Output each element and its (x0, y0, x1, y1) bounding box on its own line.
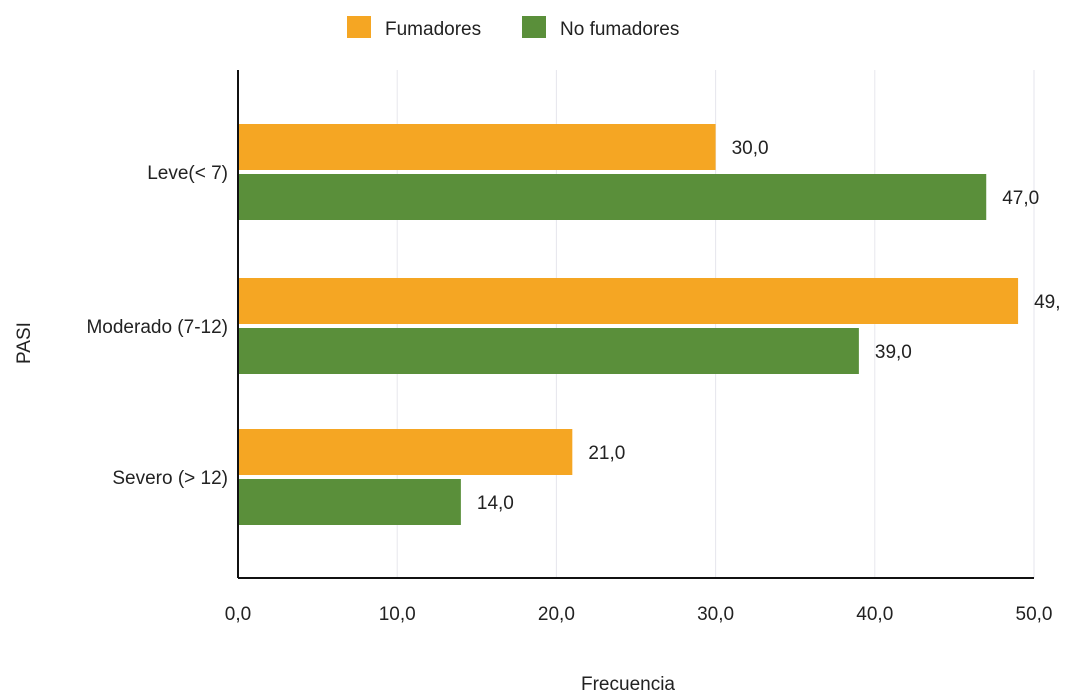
data-label: 14,0 (477, 493, 514, 514)
data-label: 47,0 (1002, 188, 1039, 209)
x-tick-label: 30,0 (697, 604, 734, 625)
category-label: Moderado (7-12) (86, 317, 228, 338)
category-label: Severo (> 12) (112, 468, 228, 489)
bar (238, 174, 987, 220)
category-label: Leve(< 7) (147, 163, 228, 184)
bar (238, 328, 859, 374)
legend-swatch (347, 16, 371, 38)
data-label: 21,0 (588, 443, 625, 464)
x-tick-label: 40,0 (856, 604, 893, 625)
x-axis-title: Frecuencia (581, 674, 675, 695)
bar (238, 278, 1019, 324)
bar (238, 479, 461, 525)
data-label: 30,0 (732, 138, 769, 159)
bar (238, 124, 716, 170)
bar (238, 429, 573, 475)
x-tick-label: 20,0 (538, 604, 575, 625)
x-tick-label: 50,0 (1016, 604, 1053, 625)
y-axis-title: PASI (14, 322, 35, 364)
data-label: 49, (1034, 292, 1060, 313)
legend-label: Fumadores (385, 19, 481, 40)
data-label: 39,0 (875, 342, 912, 363)
legend-label: No fumadores (560, 19, 679, 40)
x-tick-label: 10,0 (379, 604, 416, 625)
x-tick-label: 0,0 (225, 604, 251, 625)
legend-swatch (522, 16, 546, 38)
